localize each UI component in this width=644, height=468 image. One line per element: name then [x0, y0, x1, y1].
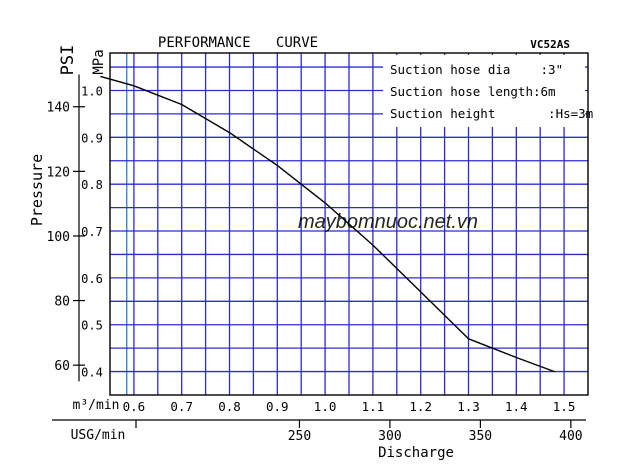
- x-unit-secondary: USG/min: [71, 428, 126, 443]
- y-tick-label-mpa: 0.5: [81, 319, 103, 333]
- x-tick-label-m3min: 1.0: [314, 399, 337, 414]
- model-label: VC52AS: [530, 38, 570, 51]
- y-tick-label-psi: 80: [54, 295, 70, 310]
- x-tick-label-m3min: 1.3: [457, 399, 480, 414]
- x-tick-label-usg: 250: [288, 429, 311, 444]
- y-axis-label: Pressure: [28, 154, 46, 226]
- watermark: maybomnuoc.net.vn: [298, 211, 478, 233]
- performance-curve-line: [100, 75, 555, 373]
- x-tick-label-usg: 300: [378, 429, 401, 444]
- y-tick-label-psi: 140: [47, 101, 70, 116]
- x-tick-label-usg: 350: [469, 429, 492, 444]
- series-layer: [100, 75, 555, 373]
- x-unit-primary: m³/min: [73, 398, 120, 413]
- y-tick-label-mpa: 0.9: [81, 131, 103, 145]
- y-tick-label-psi: 100: [47, 230, 70, 245]
- x-tick-label-m3min: 0.6: [123, 399, 146, 414]
- annotation-line: Suction hose length:6m: [390, 84, 556, 99]
- y-tick-label-mpa: 0.6: [81, 272, 103, 286]
- x-tick-label-usg: 400: [559, 429, 582, 444]
- y-tick-label-mpa: 0.8: [81, 178, 103, 192]
- annotation-box: Suction hose dia :3" Suction hose length…: [383, 55, 593, 127]
- y-tick-label-psi: 60: [54, 359, 70, 374]
- x-tick-label-m3min: 0.7: [170, 399, 193, 414]
- annotation-line: Suction height :Hs=3m: [390, 106, 593, 121]
- annotation-line: Suction hose dia :3": [390, 62, 563, 77]
- plot-frame: [109, 52, 589, 396]
- x-tick-label-m3min: 0.9: [266, 399, 289, 414]
- x-tick-label-m3min: 1.2: [409, 399, 432, 414]
- y-tick-label-mpa: 0.7: [81, 225, 103, 239]
- y-tick-label-mpa: 1.0: [81, 84, 103, 98]
- y-unit-mpa: MPa: [91, 49, 107, 74]
- x-tick-label-m3min: 1.4: [505, 399, 528, 414]
- x-tick-label-m3min: 1.5: [553, 399, 576, 414]
- chart-title: PERFORMANCE CURVE: [158, 35, 318, 51]
- annotation-background: [383, 55, 585, 127]
- y-tick-label-psi: 120: [47, 165, 70, 180]
- y-tick-label-mpa: 0.4: [81, 366, 103, 380]
- x-tick-label-m3min: 0.8: [218, 399, 241, 414]
- plot-border: [109, 52, 589, 396]
- x-tick-label-m3min: 1.1: [362, 399, 385, 414]
- x-axis-label: Discharge: [378, 445, 454, 461]
- y-unit-psi: PSI: [58, 45, 78, 76]
- tick-labels: 1.0 0.9 0.8 0.7 0.6 0.5 0.4 140 120 100 80 60 0.6 0.7…: [47, 74, 586, 444]
